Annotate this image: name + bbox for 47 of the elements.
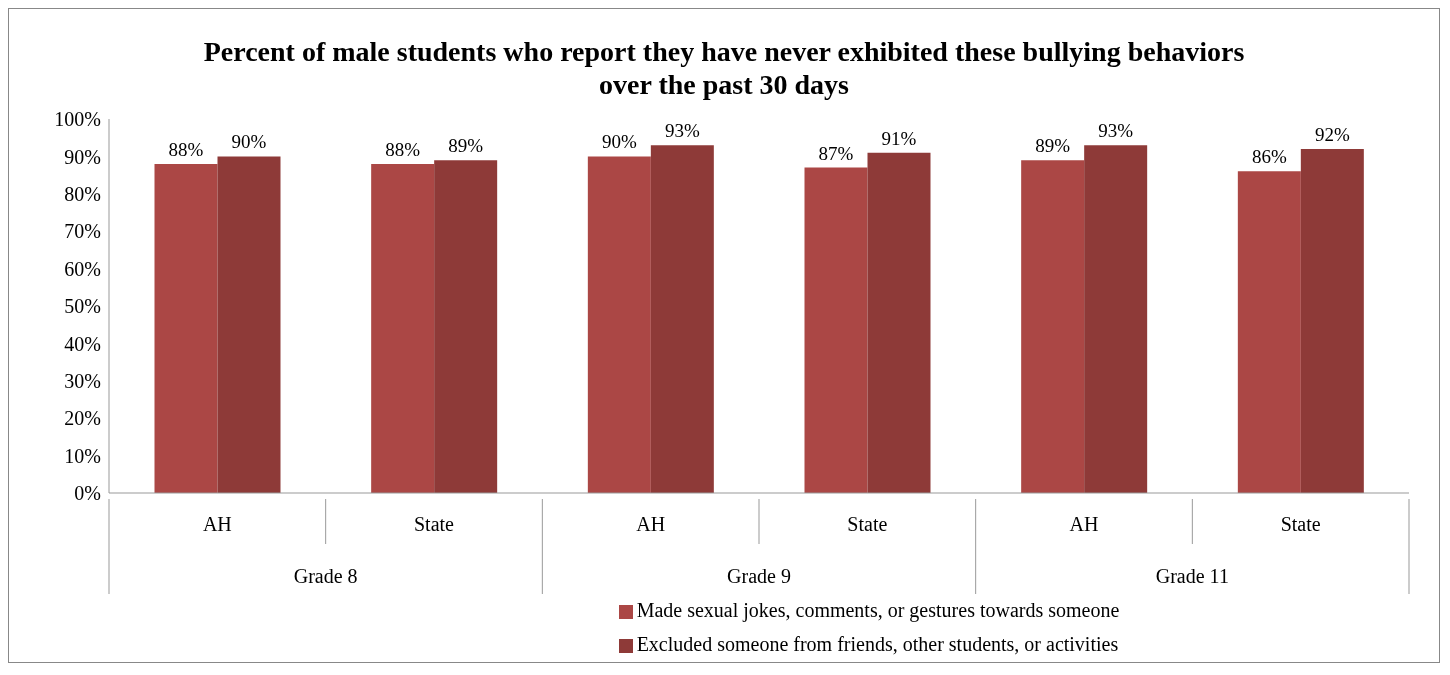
legend-label: Excluded someone from friends, other students, or activities [636, 633, 1119, 655]
x-tick-label: State [1280, 513, 1321, 535]
y-tick-label: 50% [64, 295, 101, 318]
legend-label: Made sexual jokes, comments, or gestures towards someone [636, 599, 1120, 621]
bar [217, 156, 281, 493]
x-tick-label: AH [1069, 513, 1099, 535]
bar [587, 156, 651, 493]
bar [1300, 148, 1364, 493]
y-tick-label: 30% [64, 369, 101, 392]
y-tick-label: 90% [64, 145, 101, 168]
bar [867, 152, 931, 493]
x-tick-label: AH [202, 513, 232, 535]
text: Grade 8 [293, 565, 358, 587]
bar [1084, 145, 1148, 493]
bar [371, 163, 435, 493]
y-tick-label: 70% [64, 220, 101, 243]
bar [1021, 160, 1085, 493]
y-tick-label: 60% [64, 257, 101, 280]
x-tick-label: State [414, 513, 455, 535]
bar [154, 163, 218, 493]
bar [650, 145, 714, 493]
data-label: 89% [1035, 135, 1071, 157]
data-label: 86% [1251, 146, 1287, 168]
bar [1237, 171, 1301, 493]
chart-title: Percent of male students who report they have never exhibited these bullying behaviors over the past 30 days [202, 35, 1246, 101]
data-label: 92% [1314, 123, 1350, 145]
bar [434, 160, 498, 493]
y-tick-label: 10% [64, 444, 101, 467]
y-tick-label: 0% [74, 482, 101, 505]
text: Grade 11 [1155, 565, 1229, 587]
data-label: 90% [601, 131, 637, 153]
bar [804, 167, 868, 493]
x-tick-label: State [847, 513, 888, 535]
text: Grade 9 [727, 565, 791, 587]
y-tick-label: 100% [54, 108, 101, 131]
y-tick-label: 20% [64, 407, 101, 430]
data-label: 93% [664, 120, 700, 142]
data-label: 91% [881, 127, 917, 149]
data-label: 90% [231, 131, 267, 153]
data-label: 89% [448, 135, 484, 157]
data-label: 88% [385, 138, 421, 160]
y-tick-label: 80% [64, 182, 101, 205]
y-tick-label: 40% [64, 332, 101, 355]
data-label: 87% [818, 142, 854, 164]
x-tick-label: AH [636, 513, 666, 535]
data-label: 93% [1098, 120, 1134, 142]
data-label: 88% [168, 138, 204, 160]
